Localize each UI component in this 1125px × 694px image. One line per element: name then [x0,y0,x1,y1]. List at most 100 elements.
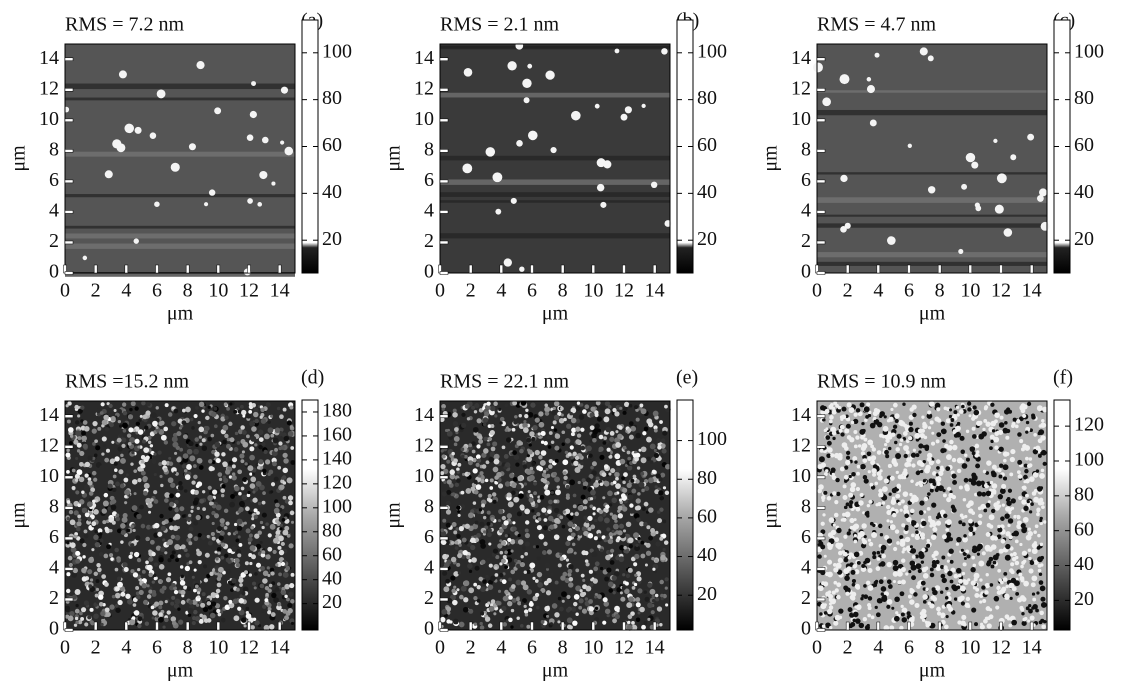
grain [994,412,1000,418]
grain [180,565,183,568]
grain [948,607,953,612]
grain [952,445,957,450]
grain [172,407,175,410]
grain [600,567,603,570]
grain [845,511,851,517]
grain [1029,569,1034,574]
grain [529,475,535,481]
grain [888,493,891,496]
y-tick-mark [65,241,73,244]
grain [469,570,472,573]
grain [1037,405,1043,411]
grain [628,537,634,543]
grain [936,432,941,437]
grain [82,576,87,581]
grain [171,421,176,426]
grain [84,600,89,605]
grain [538,534,544,540]
grain [867,504,870,507]
grain [66,572,70,576]
particle [117,143,126,152]
grain [125,594,130,599]
grain [844,428,849,433]
grain [250,436,256,442]
grain [569,412,573,416]
grain [197,481,202,486]
grain [1005,555,1011,561]
grain [1008,511,1011,514]
grain [554,518,560,524]
scan-line [440,200,670,203]
grain [107,507,111,511]
y-tick-mark [817,241,825,244]
grain [217,551,220,554]
grain [1022,486,1027,491]
particle [625,106,632,113]
grain [961,601,965,605]
grain [641,408,647,414]
grain [636,418,640,422]
grain [267,566,270,569]
grain [208,459,212,463]
grain [987,560,992,565]
grain [109,529,112,532]
grain [480,543,486,549]
grain [479,508,482,511]
grain [262,501,266,505]
grain [480,611,484,615]
grain [551,491,554,494]
grain [897,580,901,584]
grain [237,519,243,525]
grain [549,431,553,435]
grain [858,500,863,505]
grain [467,563,473,569]
grain [151,412,157,418]
grain [862,429,866,433]
grain [224,526,228,530]
grain [117,409,121,413]
grain [498,519,501,522]
particle [971,162,978,169]
grain [517,511,522,516]
y-tick-mark [440,476,448,479]
grain [964,557,967,560]
grain [538,455,542,459]
grain [953,410,957,414]
grain [834,513,839,518]
grain [148,441,151,444]
grain [974,593,979,598]
grain [555,433,559,437]
y-tick-label: 8 [49,495,59,517]
grain [916,482,919,485]
grain [958,579,963,584]
grain [614,472,620,478]
grain [259,437,264,442]
grain [849,475,852,478]
grain [72,469,76,473]
grain [580,428,584,432]
grain [827,447,833,453]
afm-image [63,44,295,277]
x-tick-label: 6 [527,280,537,302]
colorbar-tick-label: 160 [322,424,352,446]
grain [890,476,895,481]
grain [945,528,949,532]
x-tick-mark [969,265,972,273]
grain [838,558,843,563]
grain [835,478,839,482]
grain [646,437,652,443]
grain [144,457,149,462]
grain [504,454,509,459]
grain [69,441,73,445]
grain [443,586,449,592]
grain [903,505,908,510]
grain [894,441,897,444]
grain [189,455,195,461]
grain [495,601,500,606]
grain [820,449,824,453]
grain [154,602,159,607]
y-tick-mark [65,210,73,213]
grain [845,460,850,465]
grain [174,452,177,455]
particle [961,184,967,190]
